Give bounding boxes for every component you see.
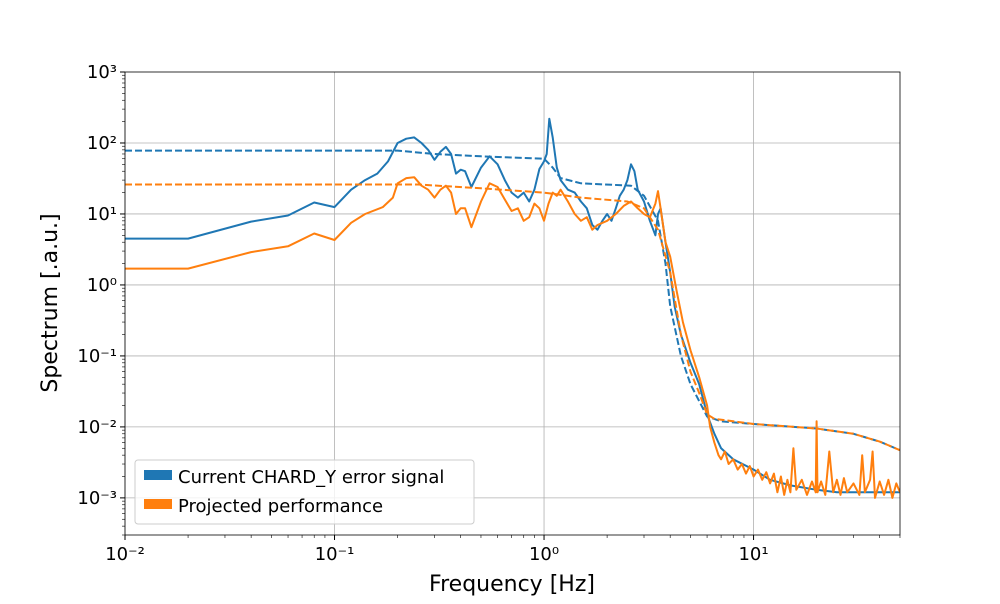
grid-lines — [124, 72, 900, 535]
y-tick-label: 10⁻¹ — [77, 346, 117, 367]
series-lines — [125, 117, 900, 499]
x-tick-label: 10⁻² — [105, 544, 145, 565]
y-tick-label: 10² — [87, 133, 117, 154]
x-tick-label: 10⁻¹ — [315, 544, 355, 565]
legend-label-projected: Projected performance — [178, 496, 383, 517]
y-tick-label: 10³ — [87, 62, 117, 83]
series-line-3-dashed — [125, 183, 900, 452]
plot-frame — [124, 71, 901, 536]
y-tick-label: 10⁻³ — [77, 488, 117, 509]
series-line-0-solid — [125, 117, 900, 494]
x-tick-label: 10¹ — [738, 544, 768, 565]
legend-label-current: Current CHARD_Y error signal — [178, 467, 444, 488]
y-tick-label: 10¹ — [87, 204, 117, 225]
y-tick-label: 10⁰ — [87, 275, 117, 296]
legend-frame — [134, 459, 475, 525]
legend-swatch-blue — [144, 470, 172, 480]
axis-ticks: 10⁻² 10⁻¹ 10⁰ 10¹ 10⁻³ 10⁻² 10⁻¹ 10⁰ 10¹ 10² 10³ — [77, 62, 901, 565]
series-line-1-dashed — [125, 149, 900, 452]
y-tick-label: 10⁻² — [77, 417, 117, 438]
series-line-2-solid — [125, 176, 900, 499]
x-tick-label: 10⁰ — [529, 544, 559, 565]
legend-swatch-orange — [144, 499, 172, 509]
y-axis-label: Spectrum [.a.u.] — [38, 213, 63, 392]
legend: Current CHARD_Y error signal Projected p… — [134, 459, 475, 525]
x-axis-label: Frequency [Hz] — [429, 572, 595, 597]
